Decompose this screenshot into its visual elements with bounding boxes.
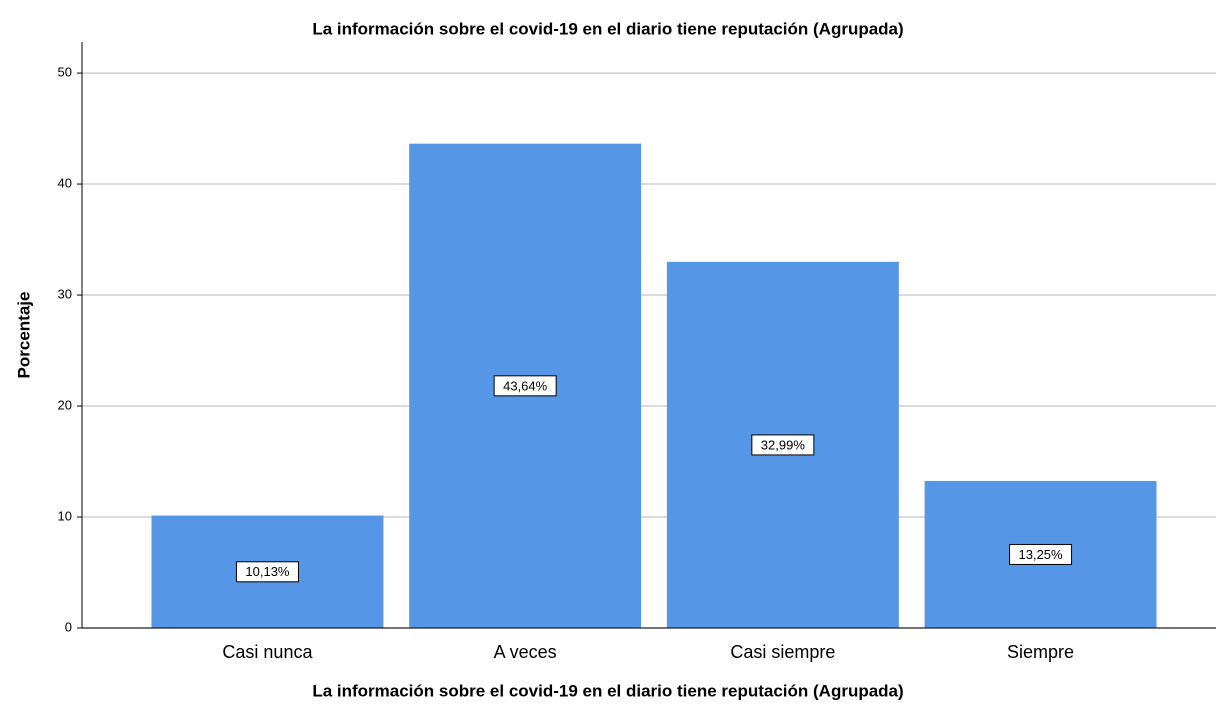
y-tick-label: 20 xyxy=(58,397,72,412)
y-tick-label: 30 xyxy=(58,286,72,301)
x-tick-label: A veces xyxy=(494,642,557,662)
value-label: 43,64% xyxy=(503,378,548,393)
x-tick-label: Casi nunca xyxy=(222,642,313,662)
y-tick-label: 50 xyxy=(58,65,72,80)
y-tick-label: 0 xyxy=(65,619,72,634)
value-label-box xyxy=(1009,543,1073,565)
value-label-box xyxy=(235,561,299,583)
value-label: 10,13% xyxy=(245,564,290,579)
value-label-box xyxy=(751,434,815,456)
x-tick-label: Siempre xyxy=(1007,642,1074,662)
value-label-box xyxy=(493,375,557,397)
x-axis-label: La información sobre el covid-19 en el d… xyxy=(312,681,903,700)
y-tick-label: 10 xyxy=(58,508,72,523)
chart-title: La información sobre el covid-19 en el d… xyxy=(312,19,903,38)
y-axis-label: Porcentaje xyxy=(14,292,33,379)
value-label: 13,25% xyxy=(1019,547,1064,562)
value-label: 32,99% xyxy=(761,437,806,452)
y-tick-label: 40 xyxy=(58,175,72,190)
x-tick-label: Casi siempre xyxy=(730,642,835,662)
